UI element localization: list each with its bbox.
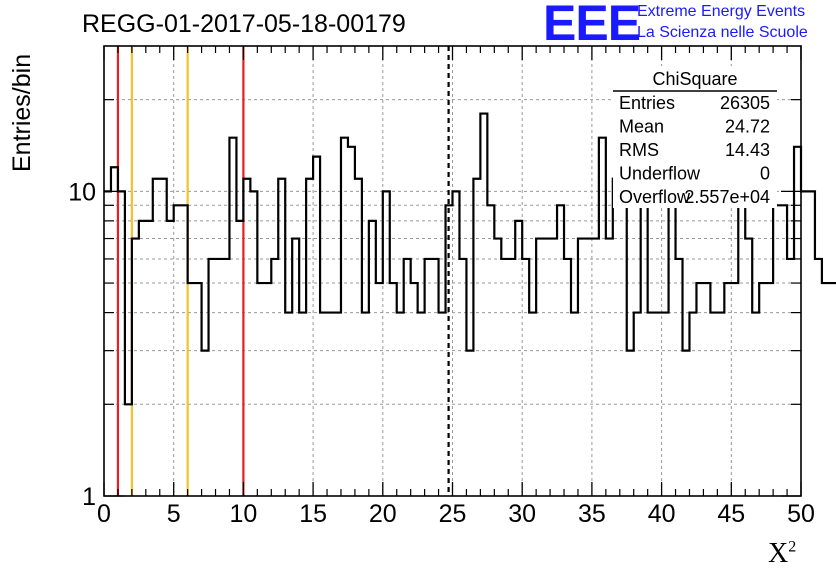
x-tick-label: 35 [578, 500, 606, 528]
grid-lines [104, 46, 801, 496]
stats-box: ChiSquare Entries 26305 Mean 24.72 RMS 14.43 Un… [613, 66, 777, 208]
plot-title: REGG-01-2017-05-18-00179 [82, 10, 406, 38]
y-axis-label: Entries/bin [8, 53, 36, 172]
x-tick-label: 15 [299, 500, 327, 528]
y-tick-label: 10 [68, 178, 96, 206]
stats-row-label: Mean [619, 117, 664, 137]
stats-row-value: 24.72 [725, 117, 770, 137]
x-tick-label: 5 [167, 500, 181, 528]
y-tick-label: 1 [82, 483, 96, 511]
x-tick-label: 45 [717, 500, 745, 528]
stats-row-value: 0 [760, 164, 770, 184]
x-axis-label: X2 [768, 538, 796, 570]
x-tick-label: 25 [439, 500, 467, 528]
axis-ticks: 0 5 10 15 20 25 30 35 40 45 50 1 10 [68, 46, 815, 528]
stats-row-label: Entries [619, 93, 675, 113]
x-axis-label-base: X [768, 538, 789, 569]
logo-line-1: Extreme Energy Events [637, 3, 806, 20]
stats-box-title: ChiSquare [652, 69, 737, 89]
x-tick-label: 10 [229, 500, 257, 528]
x-tick-label: 0 [97, 500, 111, 528]
stats-row-label: Underflow [619, 164, 701, 184]
stats-row-value: 14.43 [725, 140, 770, 160]
eee-logo: EEE [543, 0, 641, 51]
x-tick-label: 20 [369, 500, 397, 528]
x-tick-label: 50 [787, 500, 815, 528]
x-tick-label: 30 [508, 500, 536, 528]
stats-row-label: RMS [619, 140, 659, 160]
logo-line-2: La Scienza nelle Scuole [637, 24, 808, 41]
stats-row-label: Overflow [619, 187, 691, 207]
x-axis-label-sup: 2 [788, 538, 797, 556]
x-tick-label: 40 [648, 500, 676, 528]
stats-row-value: 2.557e+04 [684, 187, 770, 207]
histogram-series [104, 112, 836, 406]
stats-row-value: 26305 [720, 93, 770, 113]
reference-lines [116, 46, 450, 496]
stats-box-background [613, 66, 777, 208]
